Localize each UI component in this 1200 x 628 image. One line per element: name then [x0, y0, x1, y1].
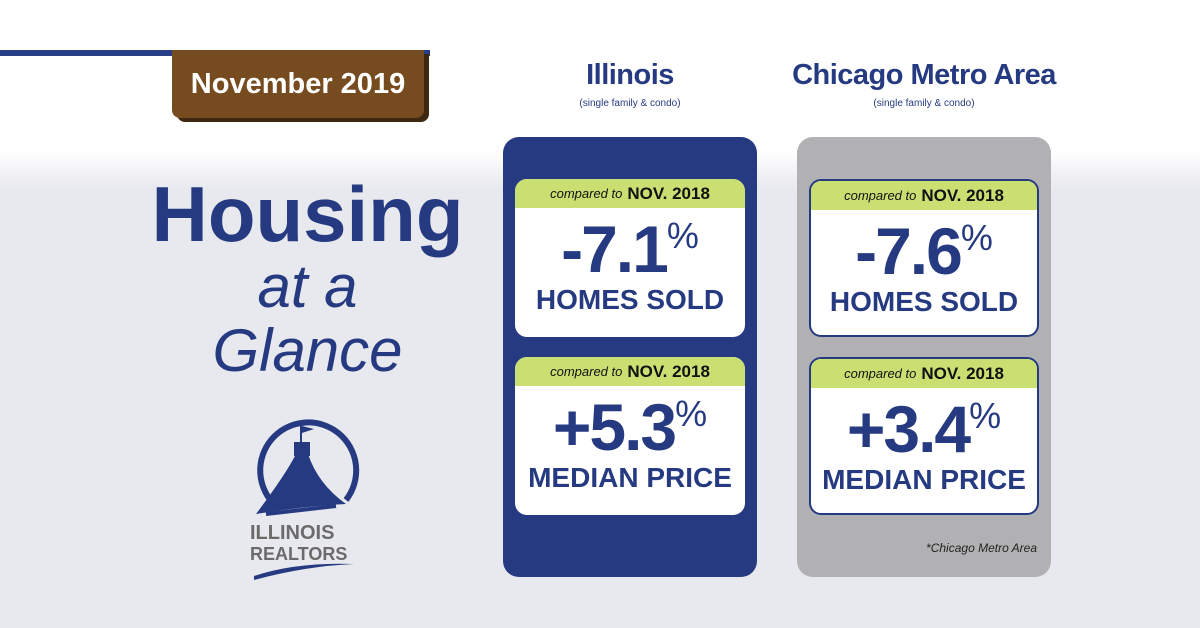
- region-subtitle: (single family & condo): [873, 98, 975, 109]
- panel-chicago-metro: compared to NOV. 2018 -7.6% HOMES SOLD c…: [797, 137, 1051, 577]
- region-header-chicago: Chicago Metro Area (single family & cond…: [770, 58, 1078, 112]
- compared-banner: compared to NOV. 2018: [515, 357, 745, 386]
- compared-period: NOV. 2018: [921, 185, 1004, 205]
- stat-value: -7.6%: [811, 216, 1037, 286]
- region-name: Chicago Metro Area: [792, 59, 1056, 91]
- compared-banner: compared to NOV. 2018: [515, 179, 745, 208]
- percent-sign: %: [675, 393, 708, 434]
- stat-card-median-price: compared to NOV. 2018 +5.3% MEDIAN PRICE: [515, 357, 745, 515]
- stat-card-homes-sold: compared to NOV. 2018 -7.1% HOMES SOLD: [515, 179, 745, 337]
- stat-number: +5.3: [552, 390, 677, 464]
- stat-number: -7.6: [855, 214, 963, 288]
- percent-sign: %: [666, 215, 699, 256]
- svg-text:REALTORS: REALTORS: [250, 544, 347, 564]
- compared-prefix: compared to: [550, 364, 623, 379]
- stat-label: HOMES SOLD: [829, 286, 1019, 317]
- compared-banner: compared to NOV. 2018: [811, 181, 1037, 210]
- footnote: *Chicago Metro Area: [926, 541, 1037, 555]
- stat-card-median-price: compared to NOV. 2018 +3.4% MEDIAN PRICE: [809, 357, 1039, 515]
- illinois-realtors-logo: ILLINOIS REALTORS: [246, 414, 366, 580]
- stat-value: +5.3%: [515, 392, 745, 462]
- compared-banner: compared to NOV. 2018: [811, 359, 1037, 388]
- title-at-a: at a: [257, 253, 358, 320]
- capitol-dome-icon: ILLINOIS REALTORS: [250, 419, 360, 580]
- percent-sign: %: [960, 217, 993, 258]
- compared-period: NOV. 2018: [921, 363, 1004, 383]
- date-label: November 2019: [190, 67, 406, 100]
- stat-value: -7.1%: [515, 214, 745, 284]
- region-name: Illinois: [586, 59, 674, 91]
- stat-card-homes-sold: compared to NOV. 2018 -7.6% HOMES SOLD: [809, 179, 1039, 337]
- stat-value: +3.4%: [811, 394, 1037, 464]
- title-housing: Housing: [151, 170, 464, 258]
- stat-number: +3.4: [846, 392, 971, 466]
- stat-label: HOMES SOLD: [535, 284, 725, 315]
- svg-text:ILLINOIS: ILLINOIS: [250, 522, 334, 544]
- stat-label: MEDIAN PRICE: [528, 462, 732, 493]
- compared-prefix: compared to: [550, 186, 623, 201]
- compared-period: NOV. 2018: [627, 361, 710, 381]
- date-tab: November 2019: [172, 50, 424, 118]
- region-subtitle: (single family & condo): [579, 98, 681, 109]
- title-glance: Glance: [212, 317, 403, 384]
- panel-illinois: compared to NOV. 2018 -7.1% HOMES SOLD c…: [503, 137, 757, 577]
- percent-sign: %: [969, 395, 1002, 436]
- compared-period: NOV. 2018: [627, 183, 710, 203]
- stat-number: -7.1: [561, 212, 669, 286]
- region-header-illinois: Illinois (single family & condo): [513, 58, 747, 112]
- stat-label: MEDIAN PRICE: [822, 464, 1026, 495]
- compared-prefix: compared to: [844, 188, 917, 203]
- compared-prefix: compared to: [844, 366, 917, 381]
